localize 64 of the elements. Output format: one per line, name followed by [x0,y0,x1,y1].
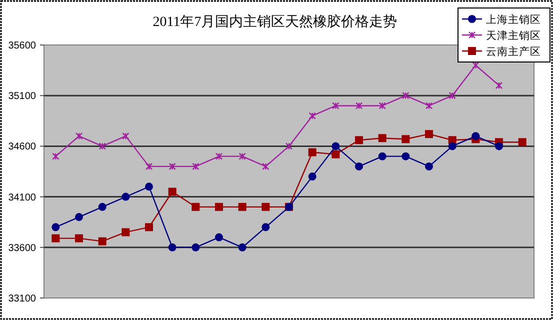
point [308,112,316,120]
point [332,150,340,158]
point [308,148,316,156]
point [168,188,176,196]
point [145,162,153,170]
point [168,162,176,170]
point [448,92,456,100]
point [75,132,83,140]
point [425,102,433,110]
point [355,162,363,170]
point [402,92,410,100]
point [145,182,153,191]
y-tick-label: 34100 [8,192,36,204]
point [425,130,433,138]
y-tick-label: 33600 [8,242,36,254]
point [378,102,386,110]
point [75,213,83,222]
point [75,234,83,242]
point [262,162,270,170]
y-tick-label: 33100 [8,294,36,304]
point [215,202,223,211]
point [52,234,60,242]
point [425,162,433,170]
point [52,223,60,232]
point [378,152,386,160]
point [215,233,223,242]
point [122,192,130,201]
y-tick-label: 34600 [8,142,36,153]
point [495,142,503,150]
point [472,132,480,140]
point [98,142,106,150]
point [402,135,410,144]
point [308,172,316,181]
point [402,152,410,160]
point [192,162,200,170]
point [355,102,363,110]
point [355,136,363,144]
point [262,202,270,211]
y-tick-label: 35100 [8,91,36,102]
point [518,138,526,146]
point [332,102,340,110]
point [378,134,386,142]
chart-title: 2011年7月国内主销区天然橡胶价格走势 [152,14,398,30]
point [238,243,246,252]
point [122,132,130,140]
point [238,152,246,160]
legend-label: 云南主产区 [486,45,541,58]
point [192,243,200,252]
point [238,202,246,211]
point [168,243,176,252]
point [215,152,223,160]
point [448,142,456,150]
point [122,228,130,236]
legend-label: 上海主销区 [486,13,541,26]
point [262,223,270,232]
point [192,202,200,211]
point [472,62,480,69]
point [332,142,340,150]
point [98,202,106,211]
y-tick-label: 35600 [8,40,36,52]
legend-label: 天津主销区 [486,29,541,42]
point [145,223,153,232]
point [285,142,293,150]
point [98,237,106,246]
